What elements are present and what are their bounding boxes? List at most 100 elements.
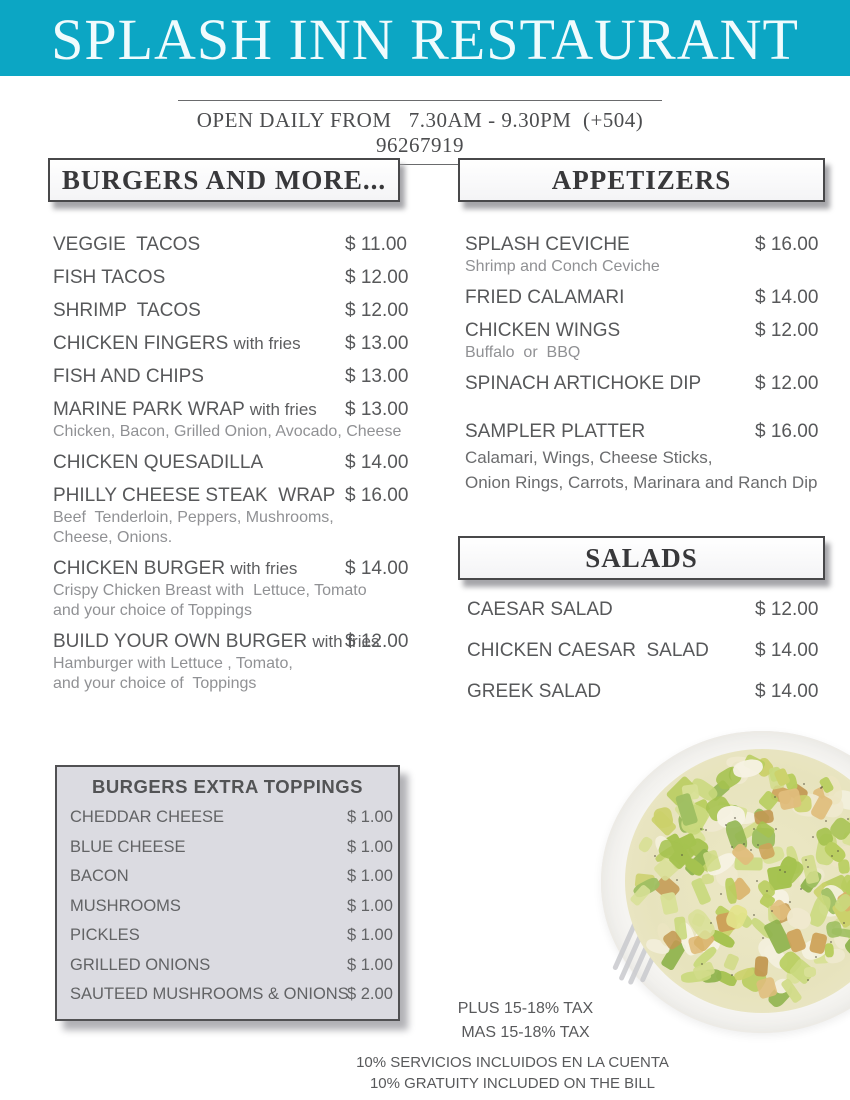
pepper-speck (788, 901, 791, 903)
menu-item: CHICKEN WINGS $ 12.00 Buffalo or BBQ (458, 319, 833, 363)
topping-row: SAUTEED MUSHROOMS & ONIONS $ 2.00 (57, 983, 398, 1013)
topping-name: CHEDDAR CHEESE (70, 808, 225, 826)
menu-item-description: Buffalo or BBQ (465, 344, 581, 361)
pepper-speck (725, 824, 727, 827)
toppings-box: BURGERS EXTRA TOPPINGS CHEDDAR CHEESE $ 1… (55, 765, 400, 1021)
pepper-speck (757, 843, 760, 846)
menu-item-price: $ 14.00 (345, 452, 409, 473)
menu-item-name: SAMPLER PLATTER (465, 421, 646, 442)
menu-item-price: $ 12.00 (755, 320, 819, 341)
pepper-speck (704, 828, 707, 831)
menu-item-name: SPLASH CEVICHE (465, 234, 630, 255)
pepper-speck (846, 818, 849, 821)
tax-line: MAS 15-18% TAX (461, 1024, 590, 1041)
pepper-speck (771, 910, 774, 913)
section-header-appetizers: APPETIZERS (458, 158, 825, 202)
pepper-speck (752, 914, 755, 917)
menu-item: MARINE PARK WRAP with fries $ 13.00 Chicke… (48, 398, 408, 442)
menu-list-burgers: VEGGIE TACOS $ 11.00 FISH TACOS $ 12.00 SHRI… (48, 233, 408, 703)
topping-name: GRILLED ONIONS (70, 955, 211, 974)
topping-row: CHEDDAR CHEESE $ 1.00 (57, 806, 398, 836)
menu-item: GREEK SALAD $ 14.00 (458, 680, 833, 704)
tax-note: PLUS 15-18% TAX MAS 15-18% TAX (418, 997, 633, 1045)
tax-line: PLUS 15-18% TAX (457, 1000, 594, 1017)
menu-item: SAMPLER PLATTER $ 16.00 Calamari, Wings, C… (458, 420, 833, 494)
section-header-salads: SALADS (458, 536, 825, 580)
menu-item-price: $ 12.00 (345, 300, 409, 321)
salad-piece (755, 975, 779, 1000)
pepper-speck (761, 937, 764, 940)
pepper-speck (811, 836, 814, 838)
salad-piece (722, 952, 740, 972)
menu-item-name: CHICKEN QUESADILLA (53, 452, 264, 473)
menu-item-description: Crispy Chicken Breast with Lettuce, Toma… (53, 582, 367, 599)
topping-row: GRILLED ONIONS $ 1.00 (57, 954, 398, 984)
menu-item-description: and your choice of Toppings (53, 602, 252, 619)
menu-item: FISH TACOS $ 12.00 (48, 266, 408, 290)
section-title-appetizers: APPETIZERS (551, 164, 732, 195)
menu-item-qualifier: with fries (233, 334, 301, 353)
menu-item: CHICKEN CAESAR SALAD $ 14.00 (458, 639, 833, 663)
salad-piece (636, 835, 654, 854)
menu-item-name: CHICKEN CAESAR SALAD (467, 640, 709, 661)
pepper-speck (803, 783, 805, 786)
menu-item-name: CHICKEN WINGS (465, 320, 621, 341)
pepper-speck (720, 893, 723, 895)
pepper-speck (815, 956, 817, 959)
menu-item: CHICKEN QUESADILLA $ 14.00 (48, 451, 408, 475)
pepper-speck (710, 922, 713, 925)
gratuity-line: 10% SERVICIOS INCLUIDOS EN LA CUENTA (356, 1054, 669, 1071)
topping-name: BACON (70, 867, 129, 885)
topping-price: $ 1.00 (347, 867, 393, 885)
restaurant-banner: SPLASH INN RESTAURANT (0, 0, 850, 76)
pepper-speck (700, 828, 702, 830)
toppings-list: CHEDDAR CHEESE $ 1.00 BLUE CHEESE $ 1.00 BAC… (57, 806, 398, 1013)
menu-item-price: $ 12.00 (755, 599, 819, 620)
salad-piece (804, 966, 817, 978)
pepper-speck (743, 843, 746, 846)
pepper-speck (830, 941, 833, 943)
menu-item-name: FISH TACOS (53, 267, 166, 288)
menu-list-salads: CAESAR SALAD $ 12.00 CHICKEN CAESAR SALAD $… (458, 598, 833, 721)
menu-item: FRIED CALAMARI $ 14.00 (458, 286, 833, 310)
menu-item: SPLASH CEVICHE $ 16.00 Shrimp and Conch Ce… (458, 233, 833, 277)
pepper-speck (755, 880, 758, 883)
topping-name: BLUE CHEESE (70, 837, 186, 856)
menu-item: CHICKEN BURGER with fries $ 14.00 Crispy C… (48, 557, 408, 621)
menu-item-price: $ 16.00 (755, 234, 819, 255)
menu-item: PHILLY CHEESE STEAK WRAP $ 16.00 Beef Tend… (48, 484, 408, 548)
restaurant-title: SPLASH INN RESTAURANT (51, 7, 799, 72)
menu-item-qualifier: with fries (312, 632, 380, 651)
topping-price: $ 1.00 (347, 896, 393, 915)
pepper-speck (837, 849, 839, 852)
menu-item-description: Shrimp and Conch Ceviche (465, 258, 660, 275)
menu-item-name: FISH AND CHIPS (53, 366, 204, 387)
salad-piece (784, 927, 807, 954)
pepper-speck (820, 786, 823, 789)
topping-row: BACON $ 1.00 (57, 865, 398, 895)
pepper-speck (653, 854, 656, 857)
pepper-speck (843, 922, 845, 925)
menu-item-price: $ 13.00 (345, 333, 409, 354)
menu-item-name: SHRIMP TACOS (53, 300, 201, 321)
salad-piece (659, 891, 679, 916)
menu-item-name: VEGGIE TACOS (53, 234, 201, 255)
menu-item-price: $ 13.00 (345, 366, 409, 387)
opening-hours-bar: OPEN DAILY FROM 7.30AM - 9.30PM (+504) 9… (178, 100, 662, 165)
menu-list-appetizers: SPLASH CEVICHE $ 16.00 Shrimp and Conch Ce… (458, 233, 833, 503)
menu-item-price: $ 14.00 (755, 287, 819, 308)
menu-item: CHICKEN FINGERS with fries $ 13.00 (48, 332, 408, 356)
pepper-speck (825, 819, 828, 822)
menu-item-description: and your choice of Toppings (53, 675, 257, 692)
salad-photo (601, 731, 850, 1033)
menu-item-price: $ 14.00 (755, 681, 819, 702)
topping-price: $ 1.00 (347, 926, 393, 944)
topping-row: MUSHROOMS $ 1.00 (57, 895, 398, 925)
topping-price: $ 1.00 (347, 955, 393, 974)
salad-greens (625, 749, 850, 1013)
menu-item-price: $ 14.00 (755, 640, 819, 661)
menu-item-description: Hamburger with Lettuce , Tomato, (53, 655, 293, 672)
menu-item-name: CAESAR SALAD (467, 599, 613, 620)
pepper-speck (734, 817, 737, 820)
